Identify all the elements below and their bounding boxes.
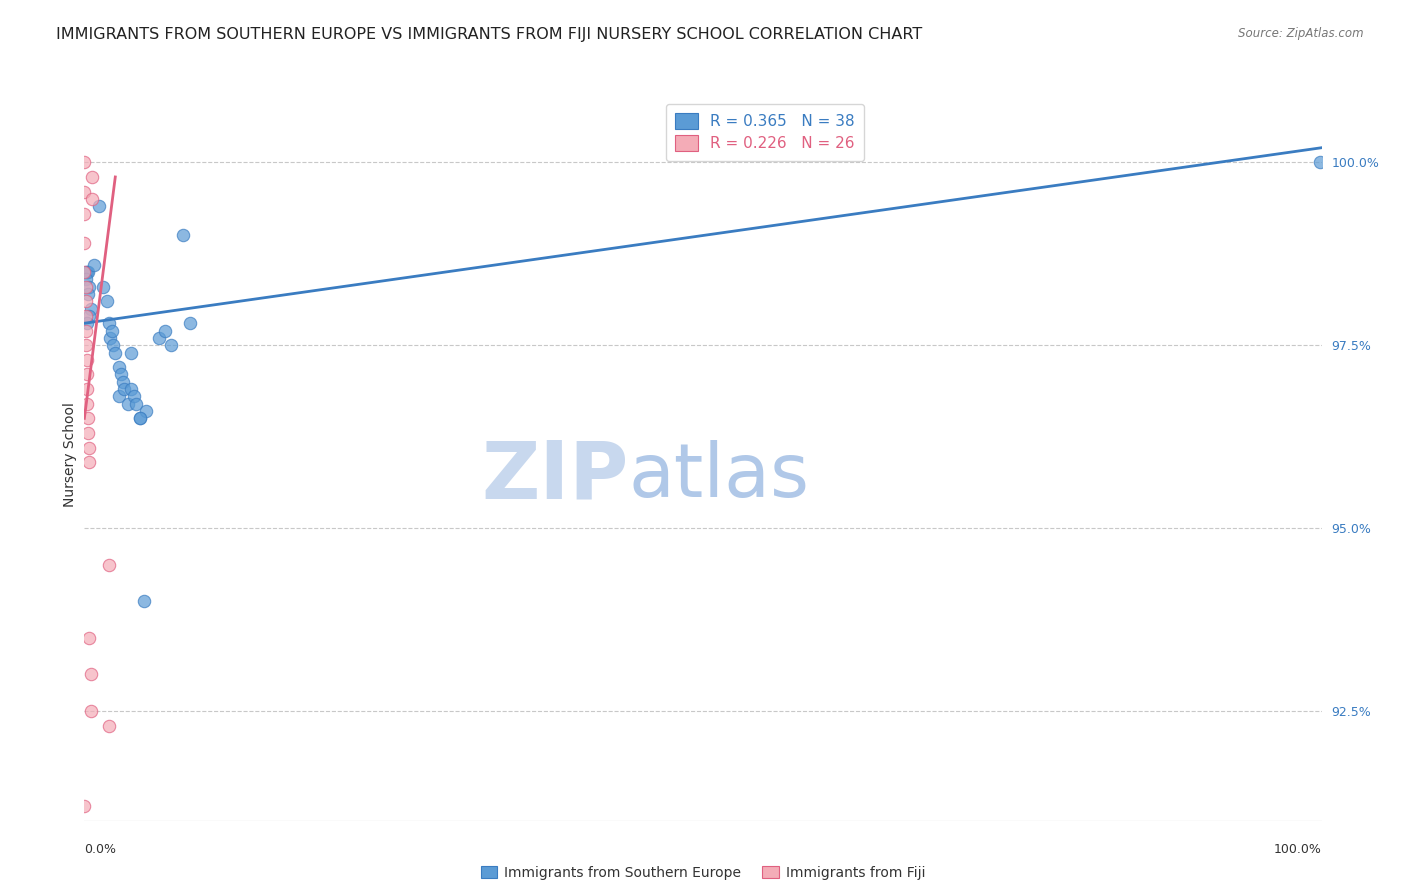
Point (75, 294, 97, 309)
Point (108, 389, 131, 403)
Point (79, 704, 101, 718)
Point (129, 411, 152, 425)
Point (104, 345, 127, 359)
Point (73, 235, 96, 250)
Point (79, 309, 101, 323)
Point (1309, 155, 1331, 169)
Text: atlas: atlas (628, 441, 810, 514)
Point (125, 397, 148, 411)
Point (80, 192, 103, 206)
Point (117, 397, 139, 411)
Point (75, 272, 97, 286)
Point (73, 206, 96, 220)
Point (98, 558, 121, 572)
Point (79, 667, 101, 681)
Point (73, 155, 96, 169)
Point (91, 279, 114, 293)
Point (75, 265, 97, 279)
Point (160, 338, 183, 352)
Point (77, 265, 100, 279)
Point (79, 279, 101, 293)
Point (73, 799, 96, 814)
Point (111, 375, 134, 389)
Point (98, 316, 121, 330)
Point (153, 324, 176, 338)
Legend: R = 0.365   N = 38, R = 0.226   N = 26: R = 0.365 N = 38, R = 0.226 N = 26 (666, 104, 863, 161)
Point (172, 228, 194, 243)
Y-axis label: Nursery School: Nursery School (63, 402, 77, 508)
Point (96, 294, 118, 309)
Legend: Immigrants from Southern Europe, Immigrants from Fiji: Immigrants from Southern Europe, Immigra… (475, 860, 931, 885)
Point (73, 185, 96, 199)
Point (79, 301, 101, 316)
Text: 100.0%: 100.0% (1274, 843, 1322, 855)
Text: ZIP: ZIP (481, 438, 628, 516)
Point (132, 594, 155, 608)
Point (98, 331, 121, 345)
Point (76, 382, 98, 396)
Point (73, 265, 96, 279)
Point (75, 309, 97, 323)
Point (77, 411, 100, 425)
Text: Source: ZipAtlas.com: Source: ZipAtlas.com (1239, 27, 1364, 40)
Point (80, 169, 103, 184)
Point (122, 389, 145, 403)
Point (89, 199, 111, 213)
Point (79, 441, 101, 455)
Point (110, 368, 132, 382)
Point (76, 352, 98, 367)
Text: 0.0%: 0.0% (84, 843, 117, 855)
Point (101, 338, 124, 352)
Point (76, 265, 98, 279)
Text: IMMIGRANTS FROM SOUTHERN EUROPE VS IMMIGRANTS FROM FIJI NURSERY SCHOOL CORRELATI: IMMIGRANTS FROM SOUTHERN EUROPE VS IMMIG… (56, 27, 922, 42)
Point (79, 631, 101, 645)
Point (120, 345, 142, 359)
Point (120, 382, 142, 396)
Point (75, 338, 97, 352)
Point (129, 411, 152, 425)
Point (76, 397, 98, 411)
Point (100, 324, 122, 338)
Point (112, 382, 135, 396)
Point (148, 331, 170, 345)
Point (108, 360, 131, 375)
Point (135, 404, 157, 418)
Point (75, 279, 97, 293)
Point (77, 287, 100, 301)
Point (77, 425, 100, 440)
Point (98, 718, 121, 732)
Point (83, 258, 105, 272)
Point (79, 455, 101, 469)
Point (179, 316, 201, 330)
Point (76, 368, 98, 382)
Point (75, 324, 97, 338)
Point (76, 316, 98, 330)
